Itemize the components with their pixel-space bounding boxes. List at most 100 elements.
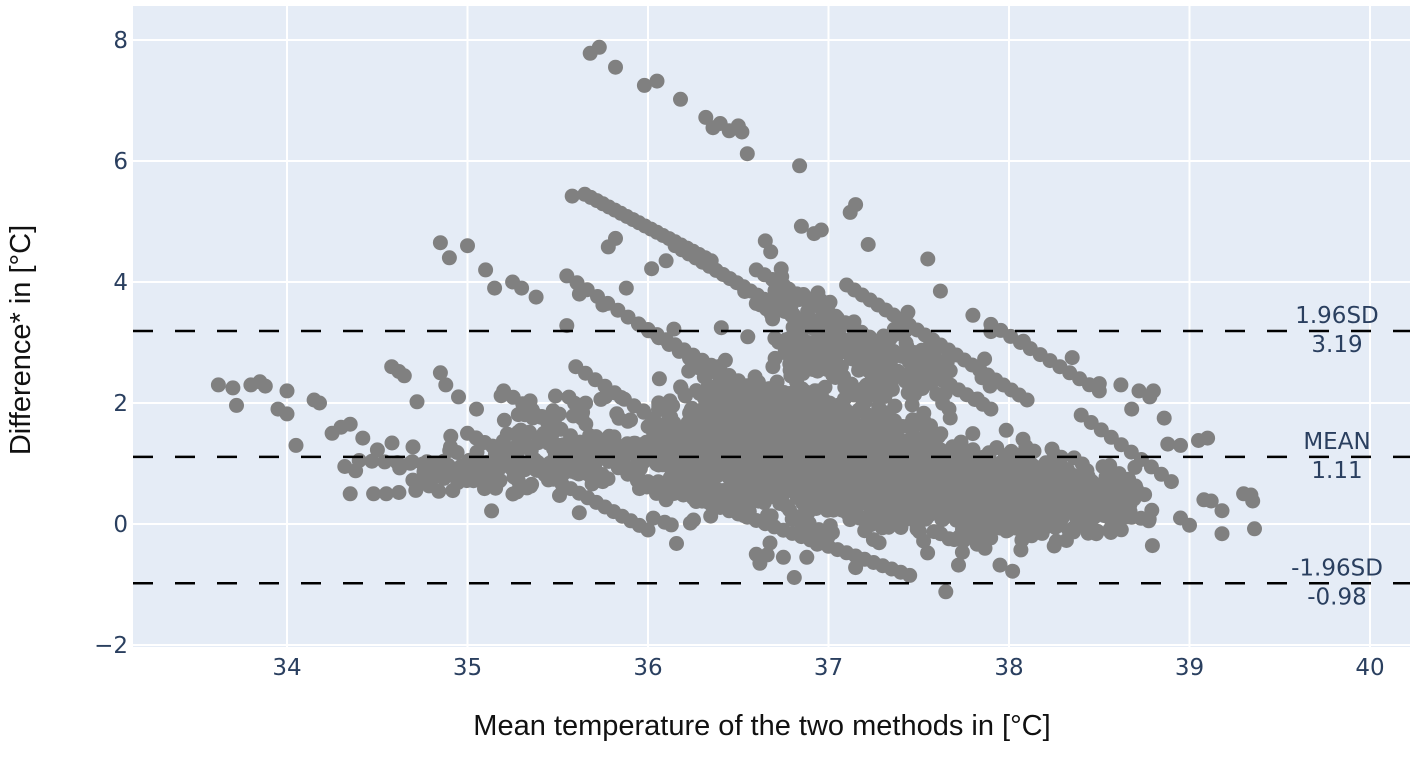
data-point xyxy=(884,381,900,397)
data-point xyxy=(1113,377,1129,393)
data-point xyxy=(593,391,609,407)
data-point xyxy=(802,483,818,499)
data-point xyxy=(971,506,987,522)
data-point xyxy=(1033,509,1049,524)
data-point xyxy=(594,469,610,485)
data-point xyxy=(1245,493,1261,509)
data-point xyxy=(279,406,295,422)
data-point xyxy=(651,371,667,387)
data-point xyxy=(798,426,814,442)
data-point xyxy=(848,560,864,576)
data-point xyxy=(210,377,226,393)
data-point xyxy=(555,464,571,480)
data-point xyxy=(528,289,544,305)
data-point xyxy=(713,320,729,336)
x-tick-label: 35 xyxy=(453,655,482,681)
data-point xyxy=(956,451,972,467)
data-point xyxy=(841,442,857,458)
data-point xyxy=(897,511,913,527)
data-point xyxy=(1077,484,1093,500)
lower-loa-value: -0.98 xyxy=(1307,584,1367,610)
data-point xyxy=(734,124,750,140)
data-point xyxy=(741,449,757,464)
data-point xyxy=(736,406,752,422)
data-point xyxy=(1016,492,1032,508)
lower-loa-label: -1.96SD xyxy=(1291,555,1383,581)
data-point xyxy=(631,457,647,473)
data-point xyxy=(571,505,587,521)
x-tick-label: 40 xyxy=(1355,655,1384,681)
data-point xyxy=(348,463,364,479)
data-point xyxy=(342,486,358,502)
data-point xyxy=(780,432,796,448)
data-point xyxy=(1019,392,1035,408)
data-point xyxy=(312,395,327,411)
data-point xyxy=(920,545,936,561)
data-point xyxy=(1048,533,1064,549)
data-point xyxy=(813,222,829,238)
data-point xyxy=(951,557,966,573)
data-point xyxy=(578,395,594,411)
data-point xyxy=(478,262,494,278)
data-point xyxy=(791,388,807,404)
data-point xyxy=(378,486,394,502)
data-point xyxy=(763,244,779,260)
data-point xyxy=(764,397,780,413)
data-point xyxy=(965,426,981,442)
data-point xyxy=(860,237,876,252)
data-point xyxy=(882,473,898,489)
data-point xyxy=(564,188,580,204)
data-point xyxy=(820,350,836,366)
data-point xyxy=(998,422,1014,438)
y-tick-label: 0 xyxy=(113,512,128,538)
data-point xyxy=(391,485,407,500)
data-point xyxy=(1061,523,1077,538)
data-point xyxy=(682,515,698,531)
data-point xyxy=(871,535,887,551)
data-point xyxy=(1015,333,1031,349)
x-axis-title: Mean temperature of the two methods in [… xyxy=(473,710,1050,742)
data-point xyxy=(859,415,874,431)
data-point xyxy=(460,238,475,254)
data-point xyxy=(432,235,448,251)
data-point xyxy=(914,467,930,482)
data-point xyxy=(839,457,855,473)
data-point xyxy=(993,496,1009,512)
data-point xyxy=(1090,523,1105,539)
data-point xyxy=(1247,521,1262,537)
data-point xyxy=(415,456,431,472)
data-point xyxy=(1103,525,1119,540)
data-point xyxy=(1137,487,1153,503)
data-point xyxy=(1018,439,1034,454)
data-point xyxy=(683,417,699,433)
data-point xyxy=(879,491,895,507)
data-point xyxy=(839,341,855,357)
data-point xyxy=(717,407,733,423)
x-tick-label: 39 xyxy=(1175,655,1204,681)
data-point xyxy=(881,519,897,535)
data-point xyxy=(775,549,791,565)
data-point xyxy=(954,544,970,560)
data-point xyxy=(787,352,803,368)
data-point xyxy=(682,470,698,486)
data-point xyxy=(669,536,684,551)
data-point xyxy=(1091,376,1107,392)
data-point xyxy=(907,487,923,503)
data-point xyxy=(911,498,927,514)
scatter-points xyxy=(210,39,1262,600)
data-point xyxy=(989,479,1005,495)
data-point xyxy=(279,383,295,399)
data-point xyxy=(792,158,808,174)
data-point xyxy=(949,469,965,484)
data-point xyxy=(1060,462,1076,478)
data-point xyxy=(859,510,875,526)
data-point xyxy=(776,461,791,477)
data-point xyxy=(1160,436,1176,452)
data-point xyxy=(1021,510,1037,525)
data-point xyxy=(932,283,948,299)
data-point xyxy=(801,498,817,513)
reference-annotations: 1.96SD 3.19 MEAN 1.11 -1.96SD -0.98 xyxy=(1291,303,1383,610)
data-point xyxy=(1008,520,1024,536)
data-point xyxy=(726,488,741,504)
data-point xyxy=(703,508,719,524)
